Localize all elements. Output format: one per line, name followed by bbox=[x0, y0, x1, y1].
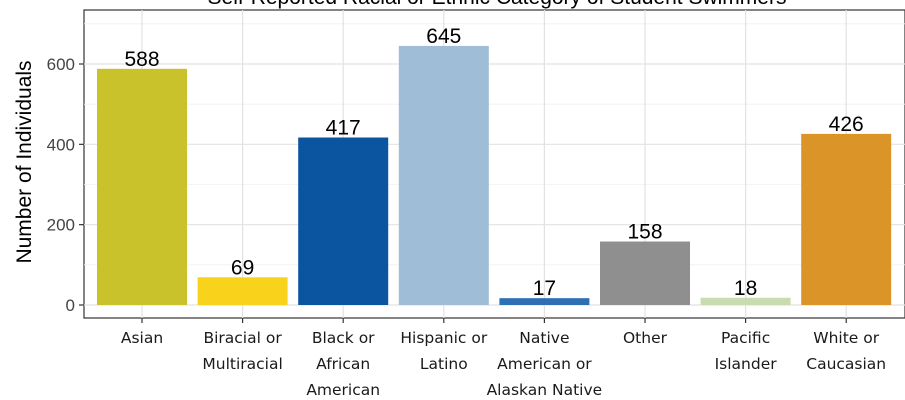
x-tick-label: Native American or Alaskan Native bbox=[487, 329, 603, 399]
bar-value-label: 18 bbox=[734, 277, 757, 300]
bar-value-label: 426 bbox=[829, 113, 864, 136]
bar bbox=[499, 298, 590, 305]
x-tick-label: Biracial or Multiracial bbox=[202, 329, 282, 373]
bar-value-label: 158 bbox=[627, 221, 662, 244]
y-tick-label: 600 bbox=[47, 55, 75, 74]
bar bbox=[97, 68, 187, 305]
bar-value-labels: 588 69 417 645 17 158 18 426 bbox=[124, 25, 863, 300]
y-axis: 0 200 400 600 bbox=[47, 55, 84, 315]
bar-value-label: 417 bbox=[326, 117, 361, 140]
x-axis: Asian Biracial or Multiracial Black or Afric… bbox=[121, 318, 886, 399]
y-tick-label: 400 bbox=[47, 135, 75, 154]
bar bbox=[700, 297, 791, 305]
plot-background bbox=[83, 9, 905, 319]
bar-value-label: 588 bbox=[124, 48, 159, 71]
y-tick-label: 0 bbox=[66, 296, 75, 315]
bar-value-label: 69 bbox=[231, 256, 254, 279]
bars bbox=[97, 45, 892, 306]
y-tick-label: 200 bbox=[47, 216, 75, 235]
bar-value-label: 645 bbox=[426, 25, 461, 48]
chart-title: Self-Reported Racial or Ethnic Category … bbox=[208, 0, 787, 9]
x-tick-label: Hispanic or Latino bbox=[400, 329, 487, 373]
bar bbox=[600, 241, 690, 305]
bar bbox=[197, 277, 288, 305]
bar bbox=[298, 137, 389, 305]
x-tick-label: Black or African American bbox=[306, 329, 380, 399]
y-axis-label: Number of Individuals bbox=[13, 60, 36, 263]
bar bbox=[801, 133, 892, 305]
x-tick-label: White or Caucasian bbox=[806, 329, 886, 373]
plot-panel bbox=[83, 9, 905, 319]
x-tick-label: Asian bbox=[121, 329, 163, 347]
x-tick-label: Other bbox=[623, 329, 668, 347]
bar-value-label: 17 bbox=[533, 277, 556, 300]
x-tick-label: Pacific Islander bbox=[715, 329, 778, 373]
bar bbox=[398, 45, 489, 306]
